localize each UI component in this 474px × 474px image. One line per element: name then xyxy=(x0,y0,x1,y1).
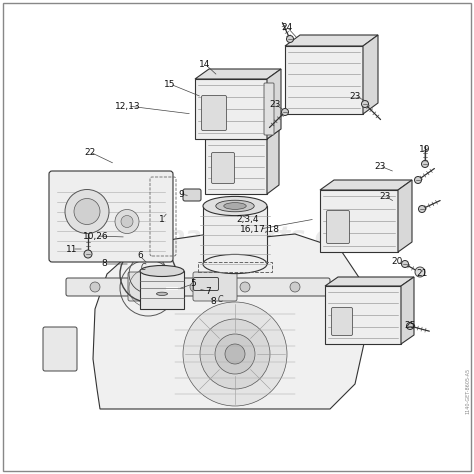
Text: DIYSpareparts.com: DIYSpareparts.com xyxy=(101,225,373,249)
FancyBboxPatch shape xyxy=(331,308,353,336)
FancyBboxPatch shape xyxy=(183,189,201,201)
Text: 1140-GET-8605-A5: 1140-GET-8605-A5 xyxy=(465,368,471,414)
Text: 12,13: 12,13 xyxy=(115,101,141,110)
FancyBboxPatch shape xyxy=(128,272,172,301)
Polygon shape xyxy=(267,69,281,139)
FancyBboxPatch shape xyxy=(201,95,227,130)
Polygon shape xyxy=(203,206,267,264)
Text: 23: 23 xyxy=(269,100,281,109)
Text: 23: 23 xyxy=(379,191,391,201)
Circle shape xyxy=(200,319,270,389)
Circle shape xyxy=(414,176,421,183)
FancyBboxPatch shape xyxy=(193,272,237,301)
Text: 8: 8 xyxy=(210,298,216,307)
Text: 9: 9 xyxy=(178,190,184,199)
Text: 23: 23 xyxy=(349,91,361,100)
Text: 22: 22 xyxy=(84,147,96,156)
Circle shape xyxy=(401,261,409,267)
Polygon shape xyxy=(205,139,267,194)
Text: 11: 11 xyxy=(66,245,78,254)
Polygon shape xyxy=(267,130,279,194)
Ellipse shape xyxy=(203,196,267,216)
Polygon shape xyxy=(325,277,414,286)
Circle shape xyxy=(282,109,289,116)
Circle shape xyxy=(115,210,139,234)
Text: 10,26: 10,26 xyxy=(83,231,109,240)
Circle shape xyxy=(225,344,245,364)
Circle shape xyxy=(290,282,300,292)
Text: 1: 1 xyxy=(159,215,165,224)
Polygon shape xyxy=(325,286,401,344)
Polygon shape xyxy=(285,35,378,46)
FancyBboxPatch shape xyxy=(211,153,235,183)
Polygon shape xyxy=(195,79,267,139)
Ellipse shape xyxy=(224,203,246,210)
FancyBboxPatch shape xyxy=(66,278,330,296)
Circle shape xyxy=(74,199,100,225)
Text: C: C xyxy=(140,263,146,272)
Circle shape xyxy=(415,267,425,277)
Ellipse shape xyxy=(156,292,167,295)
FancyBboxPatch shape xyxy=(49,171,173,262)
Circle shape xyxy=(121,216,133,228)
Text: 15: 15 xyxy=(164,80,176,89)
Circle shape xyxy=(421,161,428,167)
Text: 14: 14 xyxy=(199,60,210,69)
Polygon shape xyxy=(195,69,281,79)
Text: 6: 6 xyxy=(137,252,143,261)
Circle shape xyxy=(84,250,92,258)
Polygon shape xyxy=(93,234,365,409)
Text: 2,3,4: 2,3,4 xyxy=(237,215,259,224)
Ellipse shape xyxy=(216,200,254,212)
Ellipse shape xyxy=(203,255,267,273)
Text: 19: 19 xyxy=(419,145,431,154)
Polygon shape xyxy=(320,190,398,252)
Text: 23: 23 xyxy=(374,162,386,171)
Circle shape xyxy=(407,322,413,329)
Text: 8: 8 xyxy=(101,259,107,268)
Text: 20: 20 xyxy=(392,257,403,266)
Text: 16,17,18: 16,17,18 xyxy=(240,225,280,234)
Polygon shape xyxy=(205,130,279,139)
FancyBboxPatch shape xyxy=(193,277,219,291)
FancyBboxPatch shape xyxy=(43,327,77,371)
Ellipse shape xyxy=(140,265,184,276)
Polygon shape xyxy=(320,180,412,190)
FancyBboxPatch shape xyxy=(264,83,274,135)
Polygon shape xyxy=(285,46,363,114)
Text: 5: 5 xyxy=(190,280,196,289)
Polygon shape xyxy=(401,277,414,344)
Circle shape xyxy=(286,36,293,43)
Text: 7: 7 xyxy=(205,286,211,295)
Polygon shape xyxy=(363,35,378,114)
Circle shape xyxy=(190,282,200,292)
Circle shape xyxy=(90,282,100,292)
Circle shape xyxy=(65,190,109,234)
Text: C: C xyxy=(217,294,223,303)
Circle shape xyxy=(215,334,255,374)
Polygon shape xyxy=(140,271,184,309)
FancyBboxPatch shape xyxy=(327,210,349,244)
Text: 21: 21 xyxy=(416,270,428,279)
Text: 24: 24 xyxy=(282,22,292,31)
Circle shape xyxy=(183,302,287,406)
Circle shape xyxy=(240,282,250,292)
Polygon shape xyxy=(398,180,412,252)
Text: 25: 25 xyxy=(404,321,416,330)
Circle shape xyxy=(362,100,368,108)
Circle shape xyxy=(140,282,150,292)
Circle shape xyxy=(419,206,426,212)
